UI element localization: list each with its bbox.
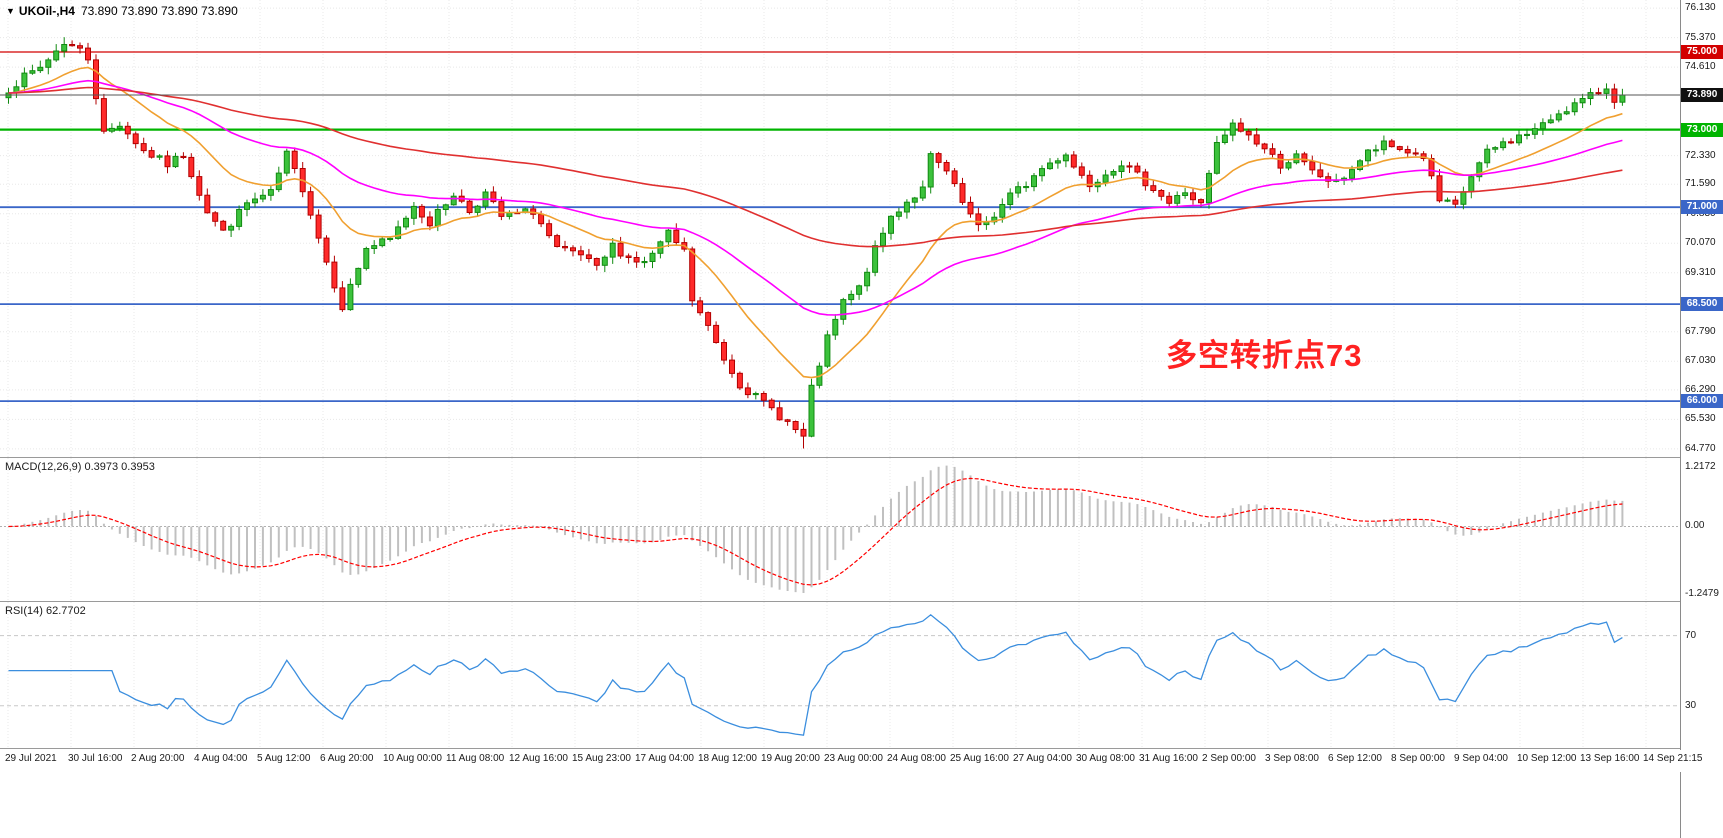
time-axis-label: 12 Aug 16:00: [509, 753, 568, 764]
price-tick-label: 74.610: [1685, 61, 1716, 73]
macd-max-label: 1.2172: [1685, 461, 1716, 472]
rsi-panel: RSI(14) 62.7702: [0, 602, 1680, 749]
price-tick-label: 75.370: [1685, 31, 1716, 43]
main-chart-panel: ▼ UKOil-,H4 73.890 73.890 73.890 73.890 多空…: [0, 0, 1680, 458]
hline-price-badge: 66.000: [1681, 394, 1723, 409]
hline-price-badge: 71.000: [1681, 200, 1723, 215]
price-tick-label: 71.590: [1685, 178, 1716, 190]
time-axis-label: 19 Aug 20:00: [761, 753, 820, 764]
time-axis-label: 31 Aug 16:00: [1139, 753, 1198, 764]
price-axis[interactable]: 76.13075.37074.61072.33071.59070.83070.0…: [1680, 0, 1723, 838]
time-axis-label: 9 Sep 04:00: [1454, 753, 1508, 764]
hline-price-badge: 68.500: [1681, 297, 1723, 312]
price-tick-label: 64.770: [1685, 442, 1716, 454]
symbol-dropdown-icon[interactable]: ▼: [6, 6, 15, 16]
annotation-text[interactable]: 多空转折点73: [1166, 338, 1363, 373]
time-axis-label: 15 Aug 23:00: [572, 753, 631, 764]
time-axis-label: 4 Aug 04:00: [194, 753, 248, 764]
rsi-indicator-label: RSI(14) 62.7702: [5, 605, 86, 617]
price-tick-label: 65.530: [1685, 413, 1716, 425]
price-tick-label: 69.310: [1685, 266, 1716, 278]
time-axis-label: 23 Aug 00:00: [824, 753, 883, 764]
ohlc-values: 73.890 73.890 73.890 73.890: [80, 4, 238, 18]
price-tick-label: 70.070: [1685, 237, 1716, 249]
price-tick-label: 67.030: [1685, 355, 1716, 367]
time-axis-label: 30 Aug 08:00: [1076, 753, 1135, 764]
time-axis-label: 8 Sep 00:00: [1391, 753, 1445, 764]
macd-min-label: -1.2479: [1685, 588, 1719, 599]
time-axis-label: 30 Jul 16:00: [68, 753, 123, 764]
rsi-level-30-label: 30: [1685, 699, 1697, 711]
macd-zero-label: 0.00: [1685, 520, 1705, 532]
time-axis-label: 18 Aug 12:00: [698, 753, 757, 764]
time-axis-label: 13 Sep 16:00: [1580, 753, 1640, 764]
time-axis-label: 14 Sep 21:15: [1643, 753, 1703, 764]
hline-price-badge: 73.000: [1681, 122, 1723, 137]
price-tick-label: 67.790: [1685, 325, 1716, 337]
rsi-level-70-label: 70: [1685, 629, 1697, 641]
time-axis[interactable]: 29 Jul 2021 30 Jul 16:00 2 Aug 20:00 4 Aug …: [0, 750, 1723, 772]
price-tick-label: 76.130: [1685, 2, 1716, 14]
macd-canvas[interactable]: [0, 458, 1680, 601]
time-axis-label: 10 Sep 12:00: [1517, 753, 1577, 764]
chart-title: ▼ UKOil-,H4 73.890 73.890 73.890 73.890: [6, 4, 238, 18]
time-axis-label: 5 Aug 12:00: [257, 753, 311, 764]
current-price-badge: 73.890: [1681, 88, 1723, 103]
time-axis-label: 27 Aug 04:00: [1013, 753, 1072, 764]
macd-indicator-label: MACD(12,26,9) 0.3973 0.3953: [5, 461, 155, 473]
price-tick-label: 72.330: [1685, 149, 1716, 161]
rsi-canvas[interactable]: [0, 602, 1680, 748]
main-chart-canvas[interactable]: [0, 0, 1680, 457]
time-axis-label: 6 Sep 12:00: [1328, 753, 1382, 764]
macd-panel: MACD(12,26,9) 0.3973 0.3953: [0, 458, 1680, 602]
price-tick-label: 66.290: [1685, 383, 1716, 395]
time-axis-label: 3 Sep 08:00: [1265, 753, 1319, 764]
time-axis-label: 11 Aug 08:00: [446, 753, 505, 764]
time-axis-label: 29 Jul 2021: [5, 753, 57, 764]
symbol-timeframe-label: UKOil-,H4: [18, 4, 75, 18]
time-axis-label: 10 Aug 00:00: [383, 753, 442, 764]
time-axis-label: 24 Aug 08:00: [887, 753, 946, 764]
time-axis-label: 25 Aug 16:00: [950, 753, 1009, 764]
time-axis-label: 6 Aug 20:00: [320, 753, 374, 764]
hline-price-badge: 75.000: [1681, 44, 1723, 59]
time-axis-label: 2 Aug 20:00: [131, 753, 185, 764]
time-axis-label: 2 Sep 00:00: [1202, 753, 1256, 764]
time-axis-label: 17 Aug 04:00: [635, 753, 694, 764]
